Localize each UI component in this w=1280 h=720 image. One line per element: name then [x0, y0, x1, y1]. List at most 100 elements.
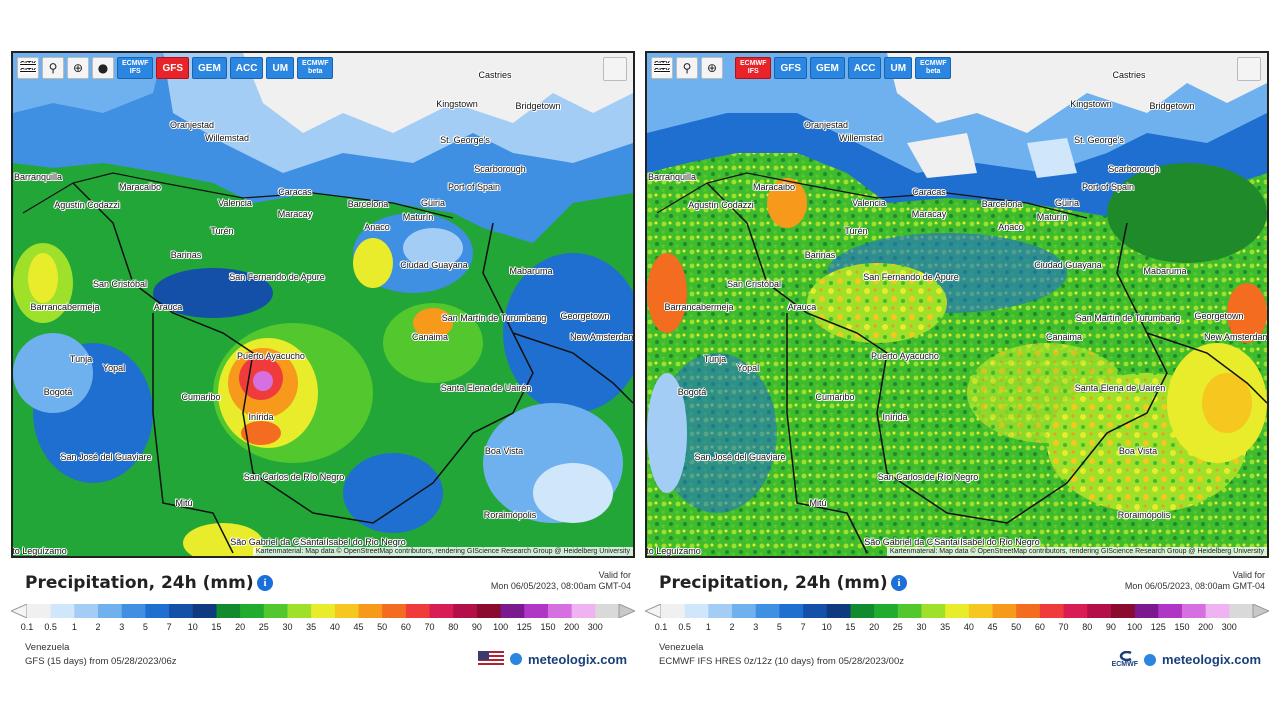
scale-swatch: [121, 604, 146, 618]
model-button-um[interactable]: UM: [266, 57, 295, 79]
city-label: Puerto Leguízamo: [646, 546, 701, 556]
location-pin-icon[interactable]: ⚲: [676, 57, 698, 79]
city-label: Maracaibo: [752, 182, 796, 192]
region-label: Venezuela: [659, 642, 704, 653]
model-button-um[interactable]: UM: [884, 57, 913, 79]
scale-tick-label: 70: [1058, 622, 1069, 632]
location-pin-icon[interactable]: ⚲: [42, 57, 64, 79]
scale-tick-label: 10: [187, 622, 198, 632]
scale-swatch: [684, 604, 709, 618]
city-label: Maracaibo: [118, 182, 162, 192]
city-label: Scarborough: [1108, 164, 1160, 174]
city-label: Agustín Codazzi: [688, 200, 754, 210]
scale-swatch: [1181, 604, 1207, 618]
city-label: New Amsterdam: [1203, 332, 1269, 342]
info-icon[interactable]: i: [257, 575, 273, 591]
marker-icon[interactable]: ●: [92, 57, 114, 79]
city-label: St. George's: [1074, 135, 1124, 145]
city-label: Tunja: [69, 354, 93, 364]
scale-swatch: [192, 604, 217, 618]
share-icon[interactable]: [603, 57, 627, 81]
scale-tick-label: 2: [95, 622, 101, 632]
city-label: Maracay: [911, 209, 947, 219]
scale-tick-label: 0.5: [44, 622, 57, 632]
scale-swatch: [755, 604, 780, 618]
scale-tick-label: 70: [424, 622, 435, 632]
scale-tick-label: 15: [211, 622, 222, 632]
info-icon[interactable]: i: [891, 575, 907, 591]
city-label: Turén: [210, 226, 234, 236]
scale-tick-label: 35: [306, 622, 317, 632]
city-label: Agustín Codazzi: [54, 200, 120, 210]
zoom-icon[interactable]: ⊕: [67, 57, 89, 79]
model-button-ecmwf-ifs[interactable]: ECMWF IFS: [117, 57, 154, 79]
region-label: Venezuela: [25, 642, 70, 653]
zoom-icon[interactable]: ⊕: [701, 57, 723, 79]
model-button-ecmwf-beta[interactable]: ECMWF beta: [297, 57, 334, 79]
model-button-acc[interactable]: ACC: [229, 57, 264, 79]
city-label: Barcelona: [981, 199, 1023, 209]
scale-tick-label: 100: [1127, 622, 1143, 632]
model-button-acc[interactable]: ACC: [847, 57, 882, 79]
scale-swatch: [382, 604, 407, 618]
city-label: Valencia: [852, 198, 886, 208]
scale-tick-label: 125: [516, 622, 532, 632]
city-label: San Carlos de Río Negro: [243, 472, 345, 482]
city-label: Inírida: [248, 412, 274, 422]
city-label: Barinas: [804, 250, 836, 260]
city-label: Georgetown: [1194, 311, 1244, 321]
scale-tick-label: 7: [166, 622, 172, 632]
city-label: Tunja: [703, 354, 727, 364]
model-button-ecmwf-ifs[interactable]: ECMWF IFS: [735, 57, 772, 79]
city-label: Santa Isabel do Rio Negro: [934, 537, 1040, 547]
gfs-color-scale: [11, 604, 635, 618]
city-toggle-icon[interactable]: CITY CITY: [651, 57, 673, 79]
gfs-brand[interactable]: meteologix.com: [478, 651, 627, 667]
brand-name: meteologix.com: [1162, 652, 1261, 667]
scale-tick-label: 20: [235, 622, 246, 632]
city-label: Boa Vista: [484, 446, 524, 456]
city-label: Port of Spain: [1081, 182, 1135, 192]
city-toggle-icon[interactable]: CITY CITY: [17, 57, 39, 79]
city-label: Yopal: [736, 363, 760, 373]
scale-tick-label: 25: [892, 622, 903, 632]
scale-swatch: [1039, 604, 1065, 618]
scale-swatch: [547, 604, 573, 618]
city-label: Willemstad: [838, 133, 884, 143]
city-label: Barcelona: [347, 199, 389, 209]
city-label: São Gabriel da Cachoeira: [864, 537, 968, 547]
model-button-gfs[interactable]: GFS: [156, 57, 190, 79]
city-label: Anaco: [998, 222, 1024, 232]
city-label: Kingstown: [436, 99, 478, 109]
share-icon[interactable]: [1237, 57, 1261, 81]
scale-swatch: [405, 604, 431, 618]
scale-swatch: [311, 604, 336, 618]
scale-swatch: [945, 604, 970, 618]
model-run-label: ECMWF IFS HRES 0z/12z (10 days) from 05/…: [659, 656, 904, 667]
scale-tick-label: 80: [448, 622, 459, 632]
model-button-gfs[interactable]: GFS: [774, 57, 808, 79]
globe-icon: [510, 653, 523, 665]
city-label: Arauca: [153, 302, 183, 312]
brand-name: meteologix.com: [528, 651, 627, 667]
scale-tick-label: 35: [940, 622, 951, 632]
scale-swatch: [779, 604, 804, 618]
scale-swatch: [897, 604, 922, 618]
model-button-gem[interactable]: GEM: [810, 57, 845, 79]
scale-swatch: [1205, 604, 1230, 618]
city-label: Cumaribo: [815, 392, 855, 402]
ecmwf-color-scale: [645, 604, 1269, 618]
model-button-gem[interactable]: GEM: [192, 57, 227, 79]
globe-icon: [1144, 653, 1157, 666]
city-label: Bogotá: [677, 387, 707, 397]
city-label: Canaima: [411, 332, 449, 342]
scale-tick-label: 30: [282, 622, 293, 632]
scale-swatch: [708, 604, 733, 618]
model-button-ecmwf-beta[interactable]: ECMWF beta: [915, 57, 952, 79]
ecmwf-brand[interactable]: ECMWF meteologix.com: [1112, 651, 1261, 668]
us-flag-icon: [478, 651, 505, 667]
scale-swatch: [992, 604, 1017, 618]
